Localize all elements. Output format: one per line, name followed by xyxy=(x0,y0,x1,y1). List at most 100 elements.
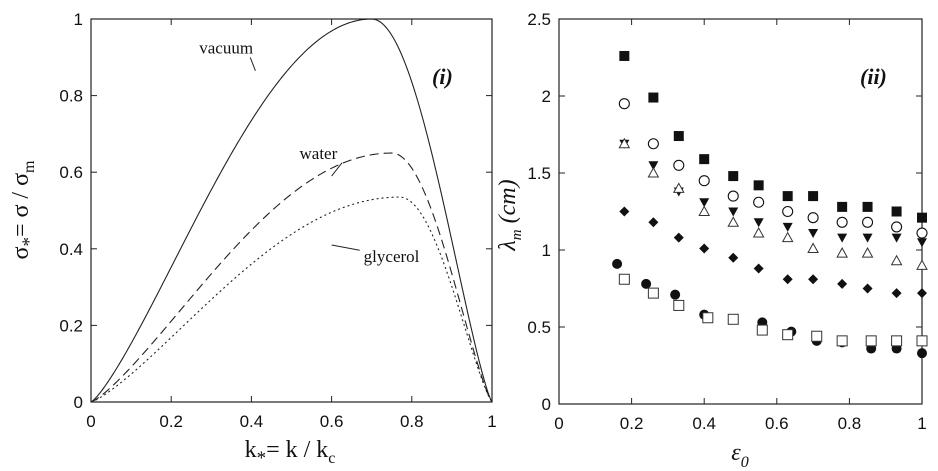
point-open-triangle-up xyxy=(861,247,874,258)
point-open-square xyxy=(702,312,714,324)
point-filled-square xyxy=(837,201,848,212)
x-tick-label: 0.8 xyxy=(400,412,424,431)
y-tick-label: 2.5 xyxy=(527,10,551,29)
point-filled-diamond xyxy=(728,252,739,263)
point-open-square xyxy=(865,335,877,347)
y-tick-label: 0.6 xyxy=(59,163,83,182)
point-filled-diamond xyxy=(673,232,684,243)
point-open-square xyxy=(647,287,659,299)
point-filled-diamond xyxy=(808,274,819,285)
plot-frame-i xyxy=(90,18,493,403)
point-open-triangle-up xyxy=(890,254,903,266)
point-open-square xyxy=(673,299,685,311)
x-axis-title-ii: ε0 xyxy=(731,440,748,471)
point-filled-triangle-down xyxy=(699,198,710,208)
point-filled-square xyxy=(862,201,873,212)
curve-vacuum xyxy=(90,18,493,403)
point-open-square xyxy=(618,273,630,285)
point-open-square xyxy=(756,324,768,336)
point-filled-diamond xyxy=(837,278,848,289)
point-filled-triangle-down xyxy=(782,222,793,232)
point-filled-square xyxy=(699,154,710,165)
point-filled-triangle-down xyxy=(728,207,739,217)
x-tick-label: 0.2 xyxy=(620,414,644,433)
y-tick-label: 0 xyxy=(74,393,83,412)
panel-label-i: (i) xyxy=(432,64,453,89)
x-tick-label: 1 xyxy=(487,412,496,431)
point-filled-circle xyxy=(612,258,623,269)
y-tick-label: 2 xyxy=(542,87,551,106)
point-filled-square xyxy=(891,206,902,217)
point-open-circle xyxy=(916,227,928,239)
curve-labels-i: vacuum water glycerol xyxy=(199,38,419,266)
point-open-square xyxy=(836,335,848,347)
ticks-i: 0 0.2 0.4 0.6 0.8 1 0 0.2 0.4 0.6 0.8 1 xyxy=(59,10,496,431)
panel-i: 0 0.2 0.4 0.6 0.8 1 0 0.2 0.4 0.6 0.8 1 vacuum water… xyxy=(8,10,497,469)
point-filled-diamond xyxy=(699,243,710,254)
point-filled-square xyxy=(808,191,819,202)
point-filled-triangle-down xyxy=(753,218,764,228)
curve-water xyxy=(90,152,493,403)
curve-glycerol xyxy=(90,196,493,403)
plot-frame-ii xyxy=(558,18,923,405)
point-open-triangle-up xyxy=(781,231,794,243)
x-tick-label: 0.8 xyxy=(838,414,862,433)
y-tick-label: 0.8 xyxy=(59,87,83,106)
point-open-triangle-up xyxy=(836,247,848,258)
x-axis-title-i: k*= k / kc xyxy=(245,437,336,469)
point-open-circle xyxy=(861,216,874,228)
point-open-triangle-up xyxy=(647,166,660,178)
x-tick-label: 0.4 xyxy=(692,414,716,433)
point-open-circle xyxy=(698,175,710,187)
leader-line-water xyxy=(331,162,343,177)
x-tick-label: 0 xyxy=(86,412,95,431)
y-tick-label: 1 xyxy=(74,10,83,29)
y-tick-label: 0.5 xyxy=(527,318,551,337)
x-tick-label: 0 xyxy=(554,414,563,433)
curve-label-water: water xyxy=(300,144,338,163)
point-open-circle xyxy=(753,196,765,208)
point-filled-circle xyxy=(917,348,927,359)
point-open-circle xyxy=(836,216,848,228)
point-filled-diamond xyxy=(862,283,873,294)
point-filled-diamond xyxy=(619,206,630,217)
curve-label-vacuum: vacuum xyxy=(199,38,253,57)
point-filled-diamond xyxy=(917,288,927,299)
curve-label-glycerol: glycerol xyxy=(364,247,420,266)
point-filled-square xyxy=(753,180,764,191)
point-open-triangle-up xyxy=(672,182,685,193)
y-axis-title-i: σ*= σ / σm xyxy=(8,160,40,260)
point-open-square xyxy=(782,329,794,341)
point-filled-triangle-down xyxy=(917,238,927,248)
point-open-square xyxy=(916,335,928,347)
point-open-circle xyxy=(727,190,739,202)
point-filled-square xyxy=(619,50,630,61)
point-filled-diamond xyxy=(782,274,793,285)
x-tick-label: 1 xyxy=(917,414,926,433)
point-open-circle xyxy=(647,138,659,150)
point-open-circle xyxy=(618,98,630,110)
point-filled-circle xyxy=(641,278,652,289)
point-filled-square xyxy=(673,131,684,142)
point-open-square xyxy=(891,335,903,347)
point-filled-circle xyxy=(670,289,681,300)
point-filled-triangle-down xyxy=(891,233,902,243)
point-open-circle xyxy=(807,212,819,224)
point-filled-diamond xyxy=(891,288,902,299)
y-tick-label: 1 xyxy=(542,241,551,260)
y-axis-title-ii: λm (cm) xyxy=(495,179,525,251)
point-open-triangle-up xyxy=(752,227,765,238)
point-filled-square xyxy=(782,191,793,202)
point-filled-square xyxy=(917,212,927,223)
point-open-triangle-up xyxy=(618,137,631,149)
curves-i xyxy=(90,18,493,403)
point-filled-triangle-down xyxy=(862,233,873,243)
y-tick-label: 0.2 xyxy=(59,316,83,335)
x-tick-label: 0.6 xyxy=(320,412,344,431)
point-filled-diamond xyxy=(648,217,659,228)
x-tick-label: 0.6 xyxy=(765,414,789,433)
y-tick-label: 1.5 xyxy=(527,164,551,183)
point-filled-triangle-down xyxy=(648,161,659,171)
point-open-triangle-up xyxy=(807,242,819,253)
